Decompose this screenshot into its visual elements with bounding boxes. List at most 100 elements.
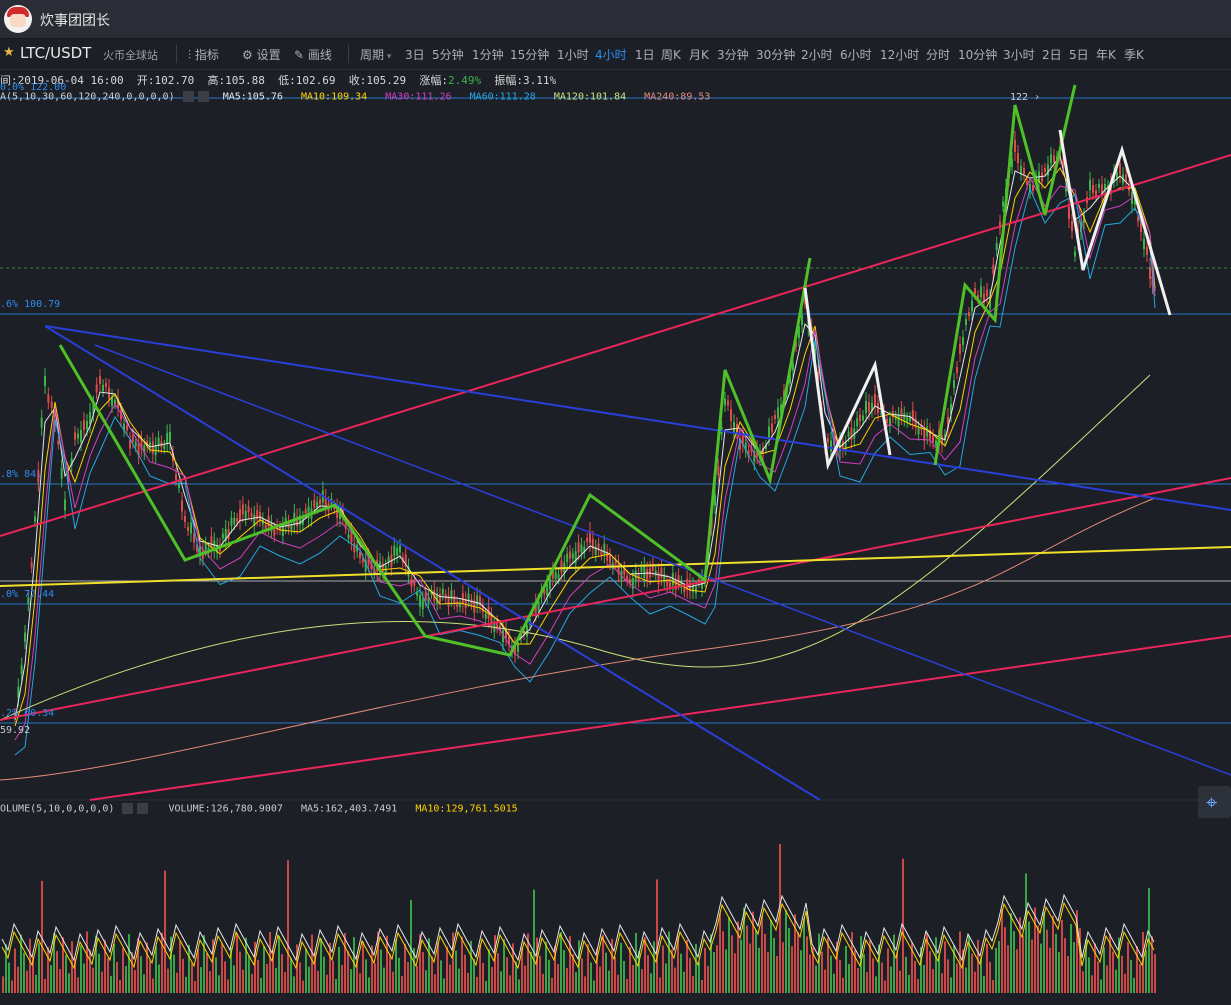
volume-bar xyxy=(1097,961,1099,993)
symbol-pair[interactable]: LTC/USDT xyxy=(20,44,92,62)
candle-body xyxy=(862,415,864,421)
ma-settings-icon[interactable] xyxy=(182,91,194,102)
volume-settings-icon[interactable] xyxy=(122,803,134,814)
candle-body xyxy=(992,264,995,274)
period-10[interactable]: 3分钟 xyxy=(717,48,749,62)
volume-bar xyxy=(554,945,556,993)
volume-bar xyxy=(188,944,190,993)
volume-bar xyxy=(149,960,151,993)
pencil-icon: ✎ xyxy=(294,48,305,62)
volume-bar xyxy=(269,932,271,993)
candle-body xyxy=(666,580,669,587)
period-11[interactable]: 30分钟 xyxy=(756,48,796,62)
candle-body xyxy=(236,518,239,522)
candle-body xyxy=(962,337,964,345)
volume-bar xyxy=(596,948,598,993)
volume-bar xyxy=(8,962,10,993)
period-15[interactable]: 分时 xyxy=(926,48,951,62)
candle-body xyxy=(871,403,873,411)
volume-bar xyxy=(311,934,313,993)
period-4[interactable]: 15分钟 xyxy=(510,48,550,62)
volume-bar xyxy=(1100,979,1102,993)
volume-bar xyxy=(470,940,472,993)
candle-body xyxy=(889,418,891,426)
volume-close-icon[interactable] xyxy=(137,803,149,814)
volume-bar xyxy=(461,936,463,993)
period-1[interactable]: 3日 xyxy=(405,48,425,62)
candle-body xyxy=(1017,153,1019,163)
volume-bar xyxy=(860,936,862,993)
period-dropdown[interactable]: 周期 ▾ xyxy=(360,46,391,63)
volume-bar xyxy=(80,945,82,993)
volume-bar xyxy=(608,970,610,993)
volume-bar xyxy=(533,889,535,993)
crosshair-icon: ⌖ xyxy=(1206,790,1218,814)
candle-body xyxy=(526,625,528,637)
candle-body xyxy=(221,533,224,539)
period-19[interactable]: 5日 xyxy=(1069,48,1089,62)
candle-body xyxy=(1116,172,1118,180)
candle-body xyxy=(166,432,169,444)
volume-bar xyxy=(383,967,385,993)
ma240-line xyxy=(0,497,1156,781)
wave-annotation-green-2 xyxy=(933,84,1077,466)
period-20[interactable]: 年K xyxy=(1096,48,1116,62)
candle-body xyxy=(631,578,634,590)
candle-body xyxy=(1140,220,1142,232)
period-6[interactable]: 4小时 xyxy=(595,48,627,62)
candle-body xyxy=(14,713,16,717)
avatar[interactable] xyxy=(4,5,32,33)
candle-body xyxy=(698,579,700,583)
candle-body xyxy=(986,289,988,297)
period-12[interactable]: 2小时 xyxy=(801,48,833,62)
period-9[interactable]: 月K xyxy=(689,48,709,62)
period-13[interactable]: 6小时 xyxy=(840,48,872,62)
volume-bar xyxy=(86,931,88,993)
volume-bar xyxy=(548,959,550,993)
draw-button[interactable]: ✎ 画线 xyxy=(294,46,332,63)
star-icon[interactable]: ★ xyxy=(3,45,15,60)
fib-level-top: 0.0% 122.00 xyxy=(0,82,67,93)
divider xyxy=(348,45,349,63)
period-17[interactable]: 3小时 xyxy=(1003,48,1035,62)
period-18[interactable]: 2日 xyxy=(1042,48,1062,62)
volume-bar xyxy=(23,952,25,993)
volume-bar xyxy=(389,953,391,993)
volume-bar xyxy=(278,936,280,993)
period-21[interactable]: 季K xyxy=(1124,48,1144,62)
indicator-button[interactable]: ⫶ 指标 xyxy=(188,46,219,63)
candle-body xyxy=(44,376,46,386)
period-5[interactable]: 1小时 xyxy=(557,48,589,62)
candle-body xyxy=(765,445,767,449)
settings-button[interactable]: ⚙ 设置 xyxy=(242,46,281,63)
crosshair-button[interactable]: ⌖ xyxy=(1198,786,1231,818)
period-16[interactable]: 10分钟 xyxy=(958,48,998,62)
candle-body xyxy=(727,400,729,406)
volume-bar xyxy=(1079,928,1081,993)
candlestick-chart[interactable] xyxy=(0,70,1231,1005)
ma-close-icon[interactable] xyxy=(197,91,209,102)
period-2[interactable]: 5分钟 xyxy=(432,48,464,62)
volume-bar xyxy=(551,977,553,993)
volume-bar xyxy=(122,948,124,993)
volume-bar xyxy=(818,933,820,993)
volume-bar xyxy=(1115,969,1117,993)
candle-body xyxy=(974,288,976,294)
candle-body xyxy=(900,408,903,418)
volume-bar xyxy=(737,921,739,993)
volume-bar xyxy=(293,976,295,993)
candle-body xyxy=(163,444,166,449)
period-8[interactable]: 周K xyxy=(661,48,681,62)
candle-body xyxy=(847,431,850,437)
volume-bar xyxy=(176,972,178,993)
volume-bar xyxy=(335,978,337,993)
candle-body xyxy=(307,506,310,519)
period-14[interactable]: 12小时 xyxy=(880,48,920,62)
volume-legend: OLUME(5,10,0,0,0,0) VOLUME:126,780.9007 … xyxy=(0,803,518,815)
period-3[interactable]: 1分钟 xyxy=(472,48,504,62)
volume-bar xyxy=(401,975,403,993)
candle-body xyxy=(999,221,1001,229)
volume-bar xyxy=(1151,936,1153,993)
candle-body xyxy=(181,500,183,512)
period-7[interactable]: 1日 xyxy=(635,48,655,62)
